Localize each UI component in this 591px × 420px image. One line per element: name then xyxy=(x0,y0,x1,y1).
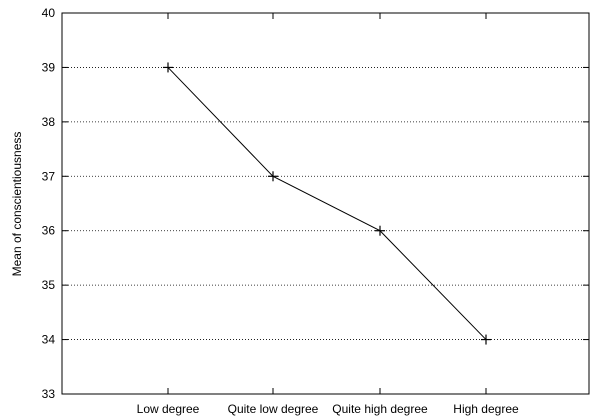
data-point-marker xyxy=(163,62,173,73)
x-tick-label: Quite low degree xyxy=(228,402,319,416)
y-tick-label: 38 xyxy=(42,115,56,129)
series-line xyxy=(167,67,487,340)
y-axis: 33 34 35 36 37 38 39 40 xyxy=(42,6,589,401)
y-axis-title: Mean of conscientiousness xyxy=(10,132,24,277)
x-tick-label: Quite high degree xyxy=(332,402,428,416)
y-tick-label: 33 xyxy=(42,387,56,401)
y-tick-label: 35 xyxy=(42,278,56,292)
grid xyxy=(62,67,589,340)
data-point-marker xyxy=(375,225,385,236)
y-tick-label: 39 xyxy=(42,60,56,74)
x-axis: Low degree Quite low degree Quite high deg… xyxy=(137,13,519,416)
series-layer xyxy=(163,62,491,345)
y-tick-label: 37 xyxy=(42,169,56,183)
y-tick-label: 36 xyxy=(42,224,56,238)
y-tick-label: 40 xyxy=(42,6,56,20)
x-tick-label: Low degree xyxy=(137,402,200,416)
data-point-marker xyxy=(268,171,278,182)
y-tick-label: 34 xyxy=(42,333,56,347)
plot-frame xyxy=(61,12,590,395)
data-point-marker xyxy=(481,334,491,345)
x-tick-label: High degree xyxy=(453,402,519,416)
